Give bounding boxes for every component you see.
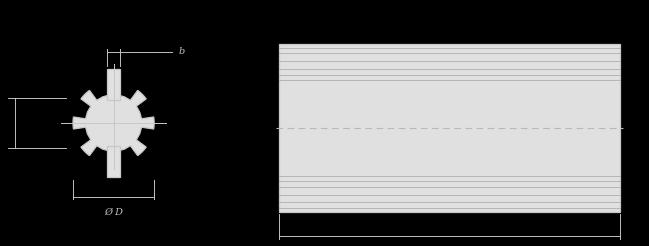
Polygon shape [106, 146, 121, 177]
Text: Ø d: Ø d [0, 115, 1, 131]
Polygon shape [106, 69, 121, 100]
Text: Ø D: Ø D [104, 208, 123, 217]
Text: b: b [179, 47, 185, 56]
Bar [279, 44, 620, 212]
Polygon shape [73, 82, 154, 164]
